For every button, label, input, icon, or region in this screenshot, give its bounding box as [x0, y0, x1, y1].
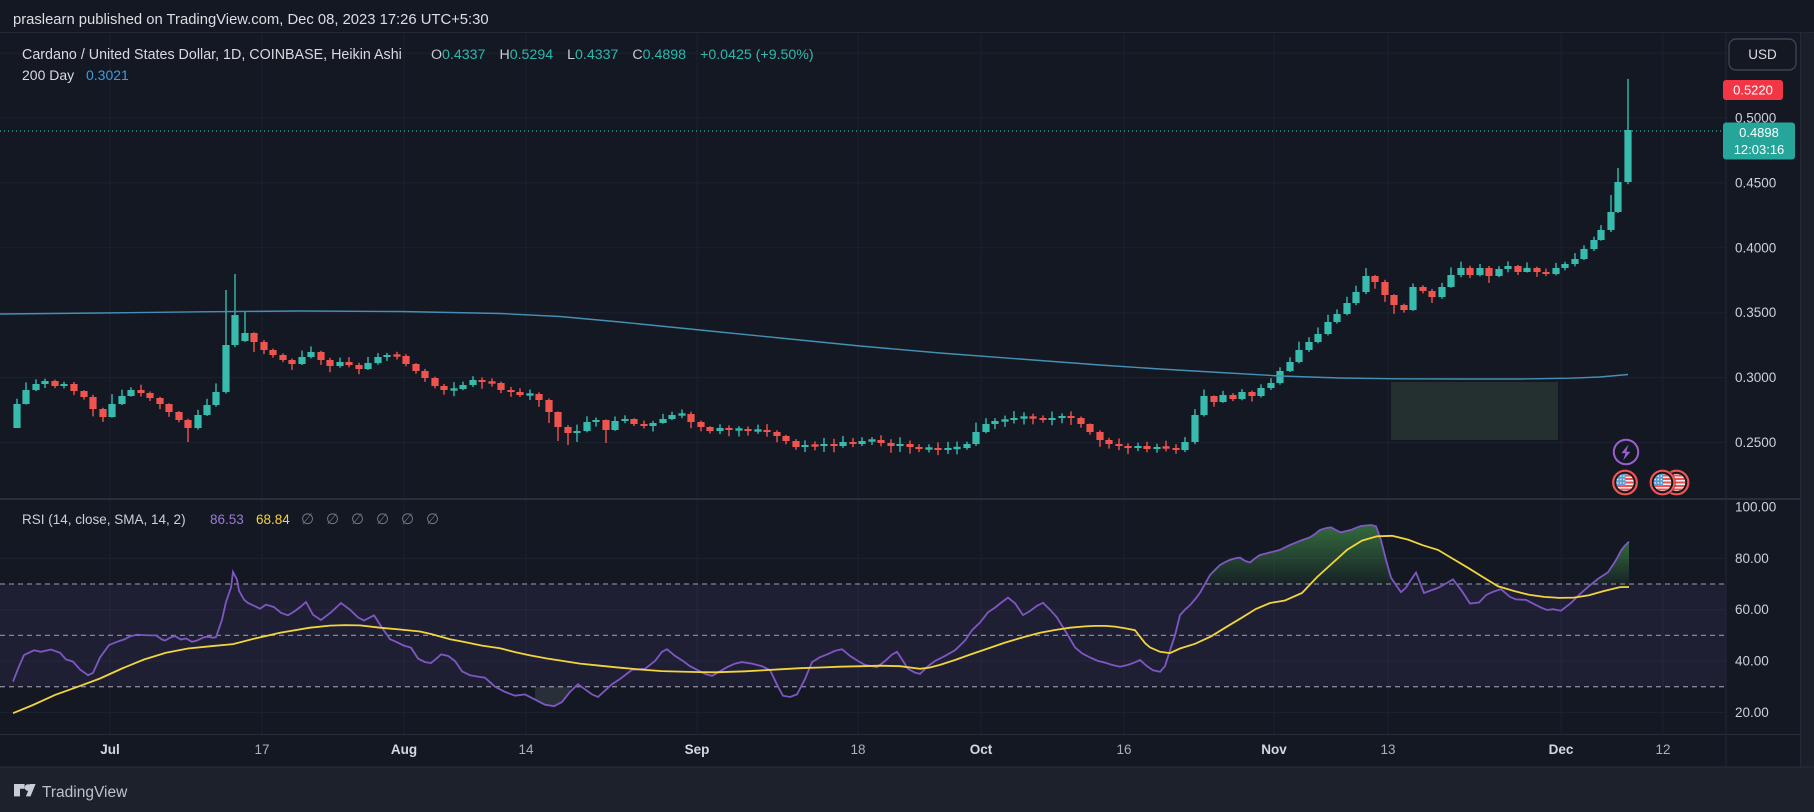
svg-text:∅: ∅: [401, 511, 414, 528]
svg-text:Aug: Aug: [391, 742, 417, 757]
svg-text:0.3000: 0.3000: [1735, 370, 1776, 385]
svg-text:13: 13: [1380, 742, 1395, 757]
svg-text:0.4500: 0.4500: [1735, 175, 1776, 190]
svg-text:0.3500: 0.3500: [1735, 305, 1776, 320]
svg-text:Nov: Nov: [1261, 742, 1287, 757]
svg-text:80.00: 80.00: [1735, 551, 1769, 566]
svg-text:14: 14: [518, 742, 534, 757]
svg-text:Dec: Dec: [1549, 742, 1574, 757]
svg-text:TradingView: TradingView: [42, 784, 128, 801]
svg-text:Oct: Oct: [970, 742, 993, 757]
svg-text:12: 12: [1655, 742, 1670, 757]
svg-text:12:03:16: 12:03:16: [1734, 142, 1785, 157]
svg-text:0.5000: 0.5000: [1735, 111, 1776, 126]
svg-text:praslearn published on Trading: praslearn published on TradingView.com, …: [13, 12, 489, 28]
svg-text:USD: USD: [1748, 47, 1777, 62]
svg-text:68.84: 68.84: [256, 512, 290, 527]
svg-text:60.00: 60.00: [1735, 602, 1769, 617]
svg-text:17: 17: [254, 742, 269, 757]
svg-text:20.00: 20.00: [1735, 705, 1769, 720]
svg-text:40.00: 40.00: [1735, 654, 1769, 669]
svg-text:0.2500: 0.2500: [1735, 435, 1776, 450]
svg-text:0.4898: 0.4898: [1739, 125, 1779, 140]
svg-text:∅: ∅: [301, 511, 314, 528]
svg-text:0.3021: 0.3021: [86, 67, 129, 83]
svg-text:0.4000: 0.4000: [1735, 240, 1776, 255]
svg-text:∅: ∅: [376, 511, 389, 528]
svg-text:18: 18: [850, 742, 865, 757]
svg-text:∅: ∅: [426, 511, 439, 528]
svg-text:16: 16: [1116, 742, 1131, 757]
svg-text:∅: ∅: [326, 511, 339, 528]
svg-text:Sep: Sep: [685, 742, 710, 757]
svg-text:0.5220: 0.5220: [1733, 83, 1773, 98]
svg-text:200 Day: 200 Day: [22, 67, 74, 83]
svg-text:Cardano / United States Dollar: Cardano / United States Dollar, 1D, COIN…: [22, 47, 402, 63]
svg-text:RSI (14, close, SMA, 14, 2): RSI (14, close, SMA, 14, 2): [22, 512, 186, 527]
svg-text:100.00: 100.00: [1735, 500, 1776, 515]
svg-text:∅: ∅: [351, 511, 364, 528]
svg-text:86.53: 86.53: [210, 512, 244, 527]
svg-text:Jul: Jul: [100, 742, 120, 757]
